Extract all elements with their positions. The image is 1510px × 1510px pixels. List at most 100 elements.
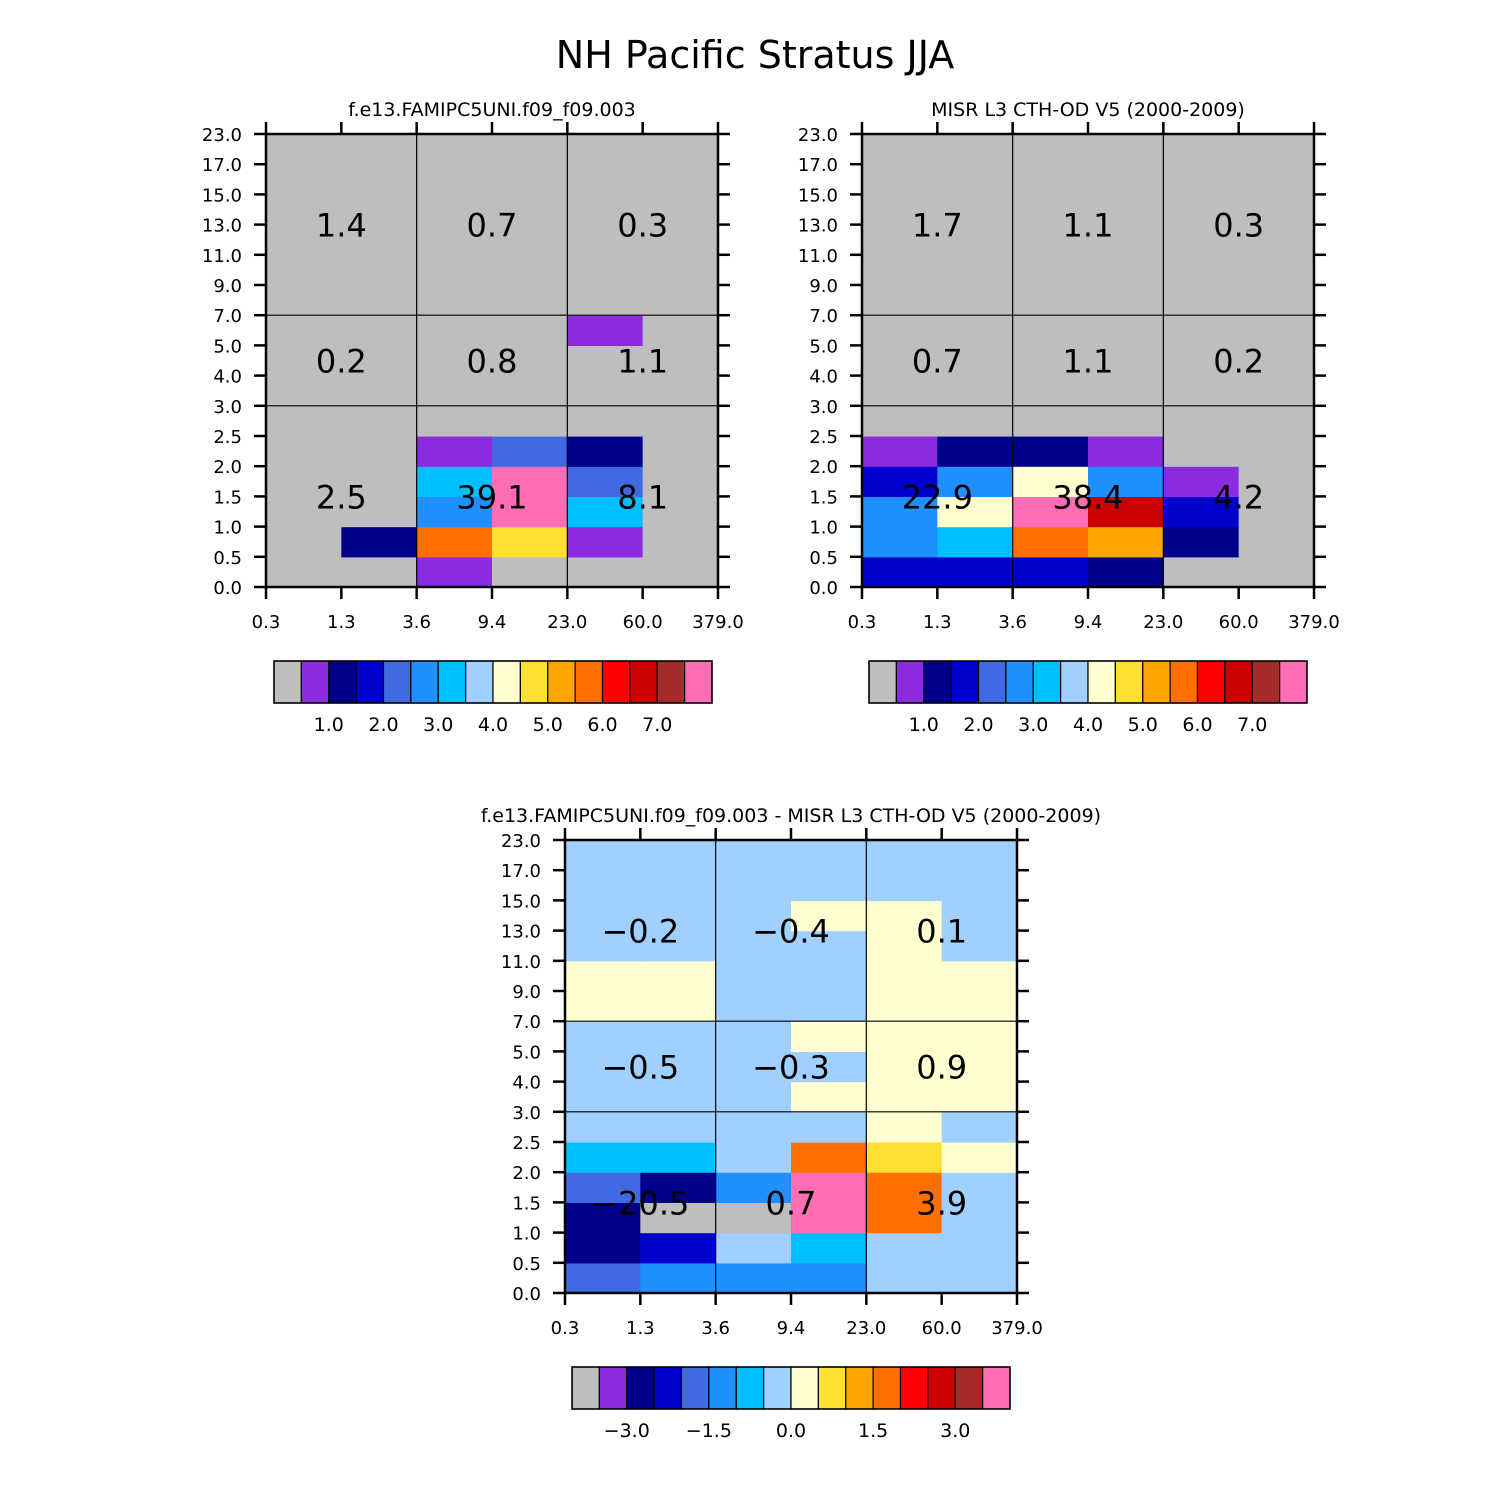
colorbar-swatch xyxy=(1087,660,1116,704)
heatmap-cell xyxy=(1012,556,1089,588)
heatmap-cell xyxy=(1088,375,1164,407)
heatmap-cell xyxy=(1163,194,1240,226)
colorbar-label: 7.0 xyxy=(642,714,672,736)
heatmap-cell xyxy=(567,134,644,165)
heatmap-cell xyxy=(1088,436,1164,467)
block-total-label: 1.1 xyxy=(1063,207,1114,245)
heatmap-cell xyxy=(941,900,1018,932)
heatmap-cell xyxy=(416,254,493,286)
heatmap-cell xyxy=(1088,285,1164,316)
heatmap-cell xyxy=(791,1081,867,1113)
heatmap-cell xyxy=(791,1172,867,1203)
y-tick-label: 4.0 xyxy=(512,1073,541,1094)
heatmap-cell xyxy=(567,375,644,407)
heatmap-cell xyxy=(492,224,568,256)
block-total-label: 1.1 xyxy=(1063,343,1114,381)
heatmap-cell xyxy=(1163,254,1240,286)
heatmap-cell xyxy=(341,224,418,256)
heatmap-cell xyxy=(937,436,1014,467)
colorbar-swatch xyxy=(1060,660,1089,704)
heatmap-cell xyxy=(266,254,342,286)
heatmap-cell xyxy=(715,1232,792,1264)
heatmap-cell xyxy=(1238,405,1315,437)
block-total-label: −0.4 xyxy=(752,913,830,951)
heatmap-cell xyxy=(640,1142,717,1173)
y-tick-label: 2.0 xyxy=(213,457,242,478)
x-tick-label: 0.3 xyxy=(252,612,281,633)
y-tick-label: 0.0 xyxy=(809,578,838,599)
block-total-label: 8.1 xyxy=(617,478,668,516)
heatmap-cell xyxy=(941,991,1018,1022)
colorbar-swatch xyxy=(684,660,713,704)
heatmap-cell xyxy=(492,436,568,467)
colorbar-frame xyxy=(273,660,713,704)
heatmap-cell xyxy=(567,526,644,558)
heatmap-cell xyxy=(1088,254,1164,286)
heatmap-cell xyxy=(416,315,493,346)
heatmap-cell xyxy=(715,991,792,1022)
heatmap-cell xyxy=(866,1232,943,1264)
colorbar-swatch xyxy=(300,660,330,704)
y-tick-label: 13.0 xyxy=(798,216,838,237)
heatmap-cell xyxy=(937,345,1014,377)
heatmap-cell xyxy=(866,870,943,901)
y-tick-label: 7.0 xyxy=(512,1012,541,1033)
heatmap-cell xyxy=(1238,285,1315,316)
y-tick-label: 9.0 xyxy=(213,276,242,297)
y-tick-label: 9.0 xyxy=(809,276,838,297)
colorbar-swatch xyxy=(763,1366,792,1410)
heatmap-cell xyxy=(791,840,867,871)
y-tick-label: 2.5 xyxy=(512,1133,541,1154)
heatmap-cell xyxy=(1238,556,1315,588)
heatmap-cell xyxy=(341,254,418,286)
heatmap-cell xyxy=(266,194,342,226)
heatmap-cell xyxy=(1088,496,1164,528)
colorbar-label: 1.5 xyxy=(858,1420,888,1442)
heatmap-cell xyxy=(862,405,938,437)
heatmap-cell xyxy=(941,1202,1018,1234)
colorbar-swatch xyxy=(328,660,357,704)
y-tick-label: 3.0 xyxy=(213,397,242,418)
block-total-label: 0.3 xyxy=(617,207,668,245)
block-total-label: −0.3 xyxy=(752,1049,830,1087)
heatmap-cell xyxy=(791,1262,867,1294)
heatmap-cell xyxy=(266,556,342,588)
heatmap-cell xyxy=(941,1172,1018,1203)
heatmap-cell xyxy=(642,285,719,316)
heatmap-cell xyxy=(492,345,568,377)
colorbar-swatch xyxy=(1005,660,1034,704)
heatmap-cell xyxy=(1012,285,1089,316)
colorbar-label: 2.0 xyxy=(963,714,993,736)
colorbar-swatch xyxy=(656,660,686,704)
block-total-label: 0.7 xyxy=(766,1184,817,1222)
heatmap-cell xyxy=(492,164,568,195)
heatmap-cell xyxy=(866,930,943,962)
heatmap-cell xyxy=(715,1202,792,1234)
heatmap-cell xyxy=(567,164,644,195)
heatmap-cell xyxy=(866,1111,943,1143)
x-tick-label: 3.6 xyxy=(701,1318,730,1339)
x-tick-label: 9.4 xyxy=(1074,612,1103,633)
heatmap-cell xyxy=(862,224,938,256)
heatmap-cell xyxy=(1238,134,1315,165)
heatmap-cell xyxy=(1238,345,1315,377)
heatmap-cell xyxy=(1012,526,1089,558)
y-tick-label: 0.0 xyxy=(512,1284,541,1305)
heatmap-cell xyxy=(791,900,867,932)
block-total-label: 0.7 xyxy=(912,343,963,381)
heatmap-cell xyxy=(341,285,418,316)
colorbar-swatch xyxy=(547,660,576,704)
heatmap-cell xyxy=(492,526,568,558)
heatmap-cell xyxy=(1012,194,1089,226)
heatmap-cell xyxy=(1088,224,1164,256)
x-tick-label: 0.3 xyxy=(551,1318,580,1339)
block-total-label: 2.5 xyxy=(316,478,367,516)
heatmap-cell xyxy=(862,315,938,346)
heatmap-cell xyxy=(715,1172,792,1203)
heatmap-cell xyxy=(642,254,719,286)
heatmap-cell xyxy=(1163,164,1240,195)
heatmap-cell xyxy=(640,1021,717,1052)
heatmap-cell xyxy=(1012,164,1089,195)
colorbar-swatch xyxy=(465,660,494,704)
y-tick-label: 23.0 xyxy=(501,831,541,852)
